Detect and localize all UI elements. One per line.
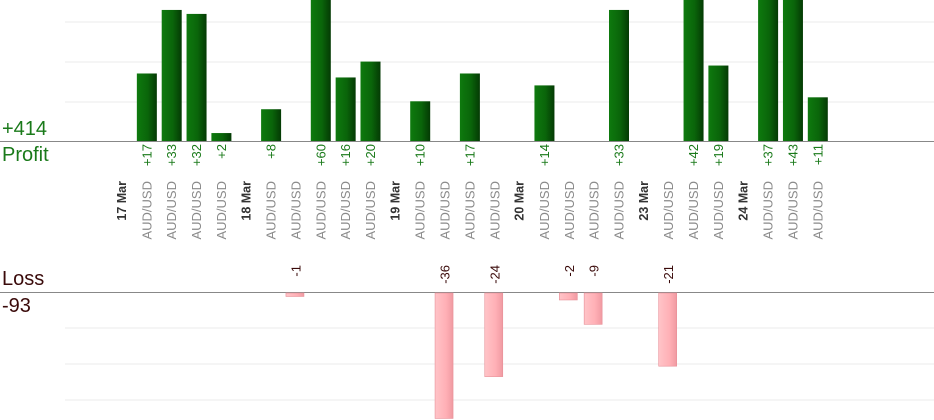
pair-label: AUD/USD	[313, 181, 328, 240]
profit-value-label: +19	[711, 144, 726, 166]
date-label: 18 Mar	[239, 181, 253, 221]
profit-value-label: +33	[164, 144, 179, 166]
date-label: 24 Mar	[736, 181, 750, 221]
loss-bar	[658, 292, 678, 367]
loss-bar	[484, 292, 504, 377]
pair-label: AUD/USD	[562, 181, 577, 240]
date-label: 19 Mar	[388, 181, 402, 221]
loss-value-label: -9	[587, 265, 602, 277]
pair-label: AUD/USD	[214, 181, 229, 240]
pair-label: AUD/USD	[537, 181, 552, 240]
pair-label: AUD/USD	[487, 181, 502, 240]
profit-value-label: +43	[785, 144, 800, 166]
pair-label: AUD/USD	[661, 181, 676, 240]
pair-label: AUD/USD	[413, 181, 428, 240]
loss-total: -93	[2, 295, 31, 317]
profit-bar	[609, 9, 629, 142]
profit-bar	[261, 109, 282, 141]
profit-value-label: +16	[338, 144, 353, 166]
pair-label: AUD/USD	[338, 181, 353, 240]
pair-label: AUD/USD	[810, 181, 825, 240]
profit-bar	[186, 13, 207, 142]
pair-label: AUD/USD	[363, 181, 378, 240]
pair-label: AUD/USD	[462, 181, 477, 240]
profit-value-label: +10	[413, 144, 428, 166]
profit-bar	[758, 0, 779, 141]
loss-value-label: -1	[288, 265, 303, 277]
profit-bar	[410, 101, 431, 141]
profit-total: +414	[2, 118, 48, 140]
loss-bar	[434, 292, 454, 419]
pair-label: AUD/USD	[139, 181, 154, 240]
bars	[136, 0, 828, 419]
loss-value-label: -21	[661, 265, 676, 284]
profit-value-label: +32	[189, 144, 204, 166]
profit-value-label: +8	[264, 144, 279, 159]
loss-bar	[558, 292, 578, 301]
date-label: 20 Mar	[513, 181, 527, 221]
pair-label: AUD/USD	[587, 181, 602, 240]
profit-value-label: +20	[363, 144, 378, 166]
pair-label: AUD/USD	[761, 181, 776, 240]
profit-bar	[708, 65, 729, 141]
loss-label: Loss	[2, 268, 45, 290]
pair-label: AUD/USD	[189, 181, 204, 240]
profit-value-label: +60	[313, 144, 328, 166]
loss-bar	[285, 292, 305, 297]
pair-label: AUD/USD	[438, 181, 453, 240]
loss-value-label: -2	[562, 265, 577, 277]
profit-value-label: +37	[761, 144, 776, 166]
loss-value-label: -36	[438, 265, 453, 284]
loss-value-label: -24	[487, 265, 502, 284]
profit-bar	[161, 9, 182, 142]
labels: 17 Mar AUD/USD +17 AUD/USD +33 AUD/USD +32 AUD/…	[115, 144, 825, 284]
profit-bar	[807, 97, 828, 141]
loss-bar	[583, 292, 603, 325]
profit-value-label: +17	[462, 144, 477, 166]
profit-bar	[683, 0, 704, 141]
profit-bar	[136, 73, 157, 141]
pair-label: AUD/USD	[711, 181, 726, 240]
profit-bar	[335, 77, 356, 141]
profit-bar	[211, 133, 232, 141]
profit-value-label: +14	[537, 144, 552, 166]
profit-value-label: +33	[612, 144, 627, 166]
pair-label: AUD/USD	[785, 181, 800, 240]
profit-label: Profit	[2, 144, 49, 166]
pair-label: AUD/USD	[164, 181, 179, 240]
pair-label: AUD/USD	[612, 181, 627, 240]
profit-value-label: +11	[810, 144, 825, 165]
pair-label: AUD/USD	[264, 181, 279, 240]
date-label: 17 Mar	[115, 181, 129, 221]
profit-bar	[459, 73, 480, 141]
profit-value-label: +42	[686, 144, 701, 166]
profit-bar	[360, 61, 381, 142]
profit-value-label: +17	[139, 144, 154, 166]
date-label: 23 Mar	[637, 181, 651, 221]
profit-value-label: +2	[214, 144, 229, 159]
pair-label: AUD/USD	[288, 181, 303, 240]
profit-bar	[310, 0, 331, 141]
pair-label: AUD/USD	[686, 181, 701, 240]
profit-bar	[782, 0, 803, 141]
profit-bar	[534, 85, 555, 141]
